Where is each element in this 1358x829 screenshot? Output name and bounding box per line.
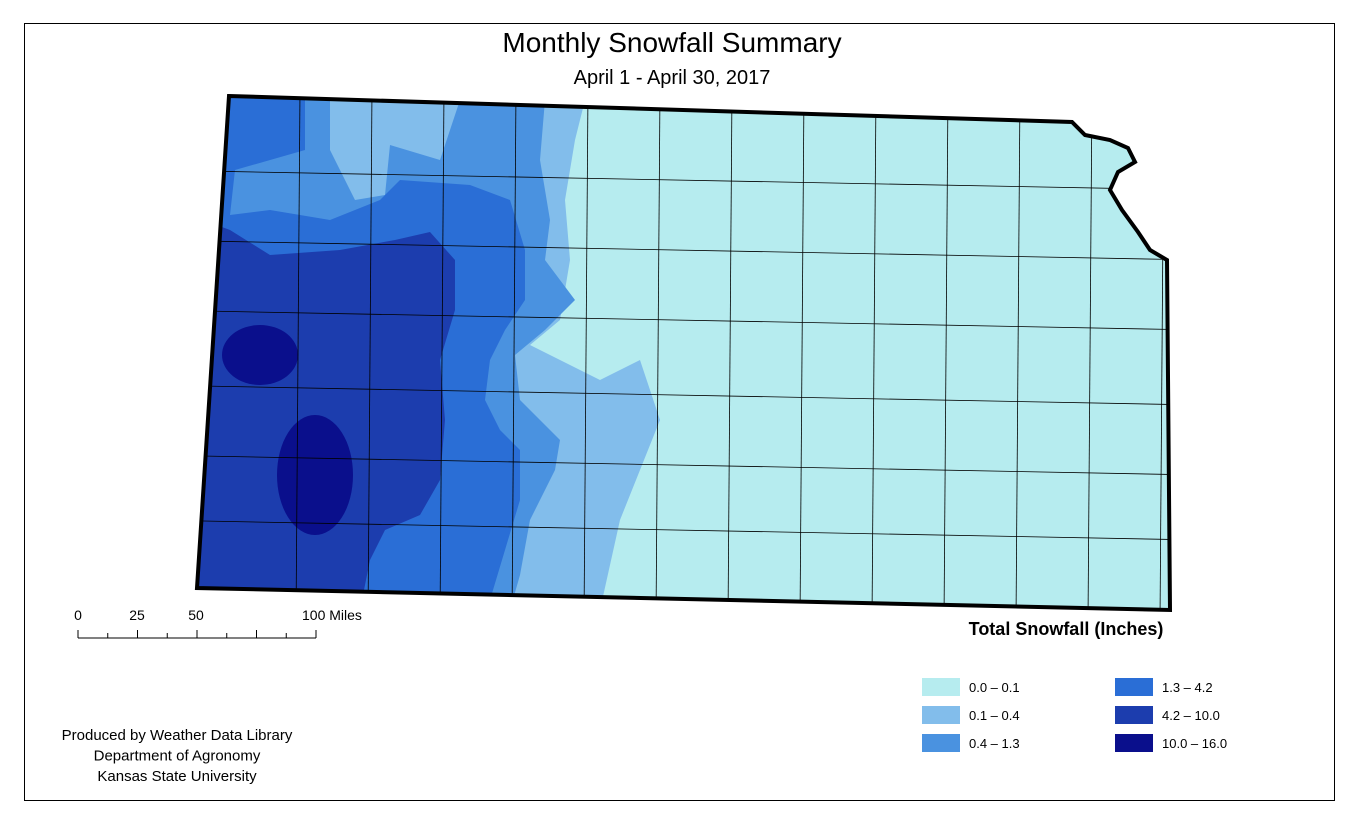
legend-title: Total Snowfall (Inches)	[969, 619, 1164, 639]
county-line	[197, 519, 1170, 541]
county-line	[799, 96, 805, 610]
county-line	[197, 239, 1170, 261]
scale-label: 50	[188, 607, 204, 623]
legend-label: 0.1 – 0.4	[969, 708, 1020, 723]
scale-label: 25	[129, 607, 145, 623]
zone	[277, 415, 353, 535]
county-line	[197, 169, 1170, 191]
county-line	[197, 384, 1170, 406]
county-line	[1015, 96, 1021, 610]
legend-swatch	[922, 734, 960, 752]
scale-label: 100 Miles	[302, 607, 362, 623]
county-line	[727, 96, 733, 610]
county-line	[197, 309, 1170, 331]
credit-line: Produced by Weather Data Library	[62, 727, 293, 744]
legend-swatch	[1115, 706, 1153, 724]
credit-line: Department of Agronomy	[94, 748, 261, 765]
legend-swatch	[922, 706, 960, 724]
legend-swatch	[1115, 734, 1153, 752]
legend-swatch	[1115, 678, 1153, 696]
scale-label: 0	[74, 607, 82, 623]
credits: Produced by Weather Data Library Departme…	[62, 727, 293, 785]
zone	[197, 200, 455, 610]
county-line	[943, 96, 949, 610]
legend: 0.0 – 0.1 0.1 – 0.4 0.4 – 1.3 1.3 – 4.2 4.2 …	[922, 678, 1227, 752]
state-outline	[194, 93, 1173, 613]
county-line	[295, 96, 301, 610]
scale-bar: 0 25 50 100 Miles	[74, 607, 362, 639]
zone	[222, 325, 298, 385]
legend-label: 10.0 – 16.0	[1162, 736, 1227, 751]
county-line	[655, 96, 661, 610]
legend-label: 0.4 – 1.3	[969, 736, 1020, 751]
county-line	[871, 96, 877, 610]
legend-swatch	[922, 678, 960, 696]
legend-label: 4.2 – 10.0	[1162, 708, 1220, 723]
county-line	[583, 96, 589, 610]
map-title: Monthly Snowfall Summary	[502, 27, 841, 58]
snowfall-map	[197, 96, 1170, 610]
county-line	[1087, 96, 1093, 610]
county-line	[511, 96, 517, 610]
county-line	[197, 454, 1170, 476]
county-line	[367, 96, 373, 610]
credit-line: Kansas State University	[97, 768, 257, 785]
legend-label: 0.0 – 0.1	[969, 680, 1020, 695]
county-line	[439, 96, 445, 610]
map-subtitle: April 1 - April 30, 2017	[574, 67, 771, 89]
legend-label: 1.3 – 4.2	[1162, 680, 1213, 695]
